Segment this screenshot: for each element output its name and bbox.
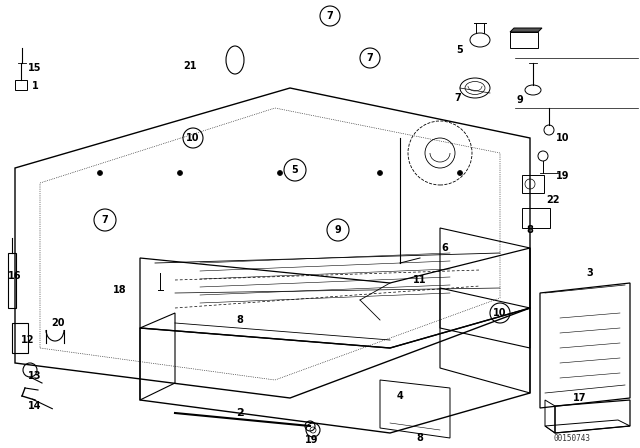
Text: 14: 14 xyxy=(28,401,42,411)
Text: 5: 5 xyxy=(456,45,463,55)
Text: 21: 21 xyxy=(183,61,196,71)
Text: 17: 17 xyxy=(573,393,587,403)
Bar xyxy=(8,253,16,308)
Circle shape xyxy=(177,171,182,176)
Circle shape xyxy=(278,171,282,176)
Text: 8: 8 xyxy=(417,433,424,443)
Circle shape xyxy=(97,171,102,176)
Text: 10: 10 xyxy=(493,308,507,318)
Circle shape xyxy=(378,171,383,176)
Text: 3: 3 xyxy=(587,268,593,278)
Text: 7: 7 xyxy=(367,53,373,63)
Bar xyxy=(522,208,550,228)
Bar xyxy=(510,32,538,48)
Text: 2: 2 xyxy=(236,408,244,418)
Bar xyxy=(15,80,27,90)
Text: 5: 5 xyxy=(292,165,298,175)
Text: 4: 4 xyxy=(397,391,403,401)
Bar xyxy=(522,175,544,193)
Text: 9: 9 xyxy=(335,225,341,235)
Text: 8: 8 xyxy=(237,315,243,325)
Text: 12: 12 xyxy=(21,335,35,345)
Text: 16: 16 xyxy=(8,271,22,281)
Text: 20: 20 xyxy=(51,318,65,328)
Text: 00150743: 00150743 xyxy=(554,434,591,443)
Text: 9: 9 xyxy=(516,95,524,105)
Text: 19: 19 xyxy=(305,435,319,445)
Text: 18: 18 xyxy=(113,285,127,295)
Text: 7: 7 xyxy=(102,215,108,225)
Text: 19: 19 xyxy=(556,171,570,181)
Bar xyxy=(12,323,28,353)
Text: 10: 10 xyxy=(186,133,200,143)
Text: 6: 6 xyxy=(442,243,449,253)
Text: 10: 10 xyxy=(556,133,570,143)
Circle shape xyxy=(458,171,463,176)
Text: 7: 7 xyxy=(454,93,461,103)
Text: 15: 15 xyxy=(28,63,42,73)
Text: 22: 22 xyxy=(547,195,560,205)
Polygon shape xyxy=(510,28,542,32)
Text: 1: 1 xyxy=(31,81,38,91)
Text: 13: 13 xyxy=(28,371,42,381)
Text: 7: 7 xyxy=(326,11,333,21)
Text: 8: 8 xyxy=(527,225,533,235)
Text: 11: 11 xyxy=(413,275,427,285)
